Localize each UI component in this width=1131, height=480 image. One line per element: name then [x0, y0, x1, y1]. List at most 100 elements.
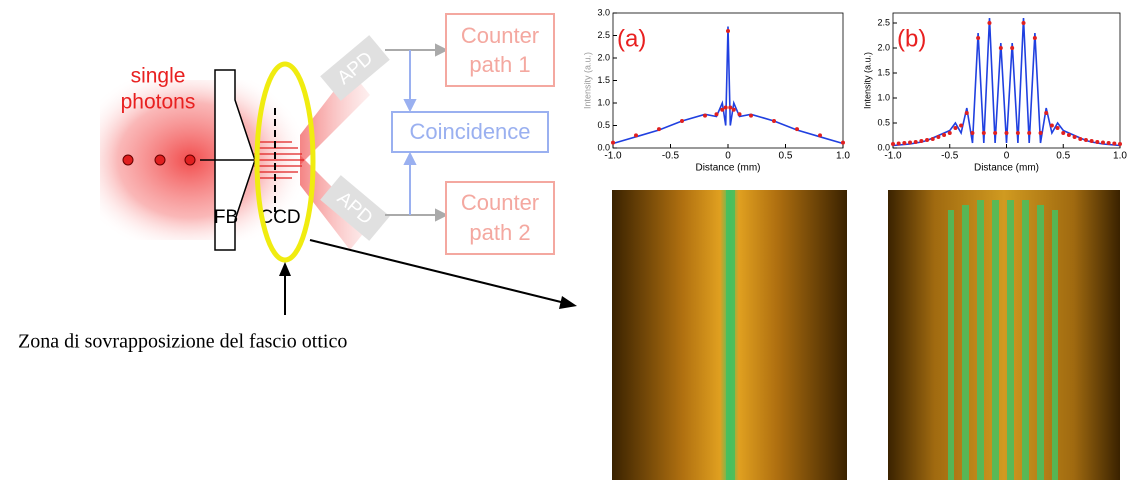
data-point	[942, 133, 947, 137]
coincidence-arrows	[403, 50, 417, 215]
data-point	[1061, 131, 1066, 135]
data-point	[1083, 138, 1088, 142]
y-tick-label: 0.0	[597, 142, 610, 152]
data-point	[611, 140, 615, 145]
photon	[184, 154, 196, 166]
y-tick-label: 0.0	[877, 142, 890, 152]
data-point	[1010, 46, 1015, 50]
data-point	[1015, 131, 1020, 135]
x-axis-label: Distance (mm)	[695, 163, 760, 174]
arrows	[385, 43, 449, 222]
counter-label: Counter	[461, 23, 539, 48]
y-tick-label: 0.5	[597, 120, 610, 130]
y-tick-label: 3.0	[597, 7, 610, 17]
counter-box	[445, 181, 555, 255]
data-point	[749, 113, 753, 118]
x-tick-label: 0	[1004, 151, 1010, 162]
fb-label: FB	[214, 207, 238, 228]
data-point	[987, 21, 992, 25]
x-tick-label: 0.5	[1056, 151, 1070, 162]
data-point	[1055, 126, 1060, 130]
data-point	[930, 137, 935, 141]
counter-label: path 1	[469, 52, 530, 77]
counter-label: path 2	[469, 220, 530, 245]
data-point	[1100, 140, 1105, 145]
x-axis-label: Distance (mm)	[974, 163, 1039, 174]
data-point	[714, 112, 719, 117]
y-tick-label: 2.0	[597, 52, 610, 62]
y-tick-label: 1.5	[877, 67, 890, 77]
data-point	[976, 36, 981, 40]
y-tick-label: 2.5	[877, 17, 890, 27]
counter-box	[445, 13, 555, 87]
data-point	[1032, 36, 1037, 40]
data-point	[737, 112, 742, 117]
data-point	[953, 126, 958, 130]
panel-label: (b)	[897, 25, 926, 52]
data-point	[908, 140, 913, 145]
coincidence-label: Coincidence	[409, 119, 530, 144]
data-point	[1027, 131, 1032, 135]
data-point	[1089, 139, 1094, 143]
data-point	[959, 123, 964, 128]
data-point	[723, 105, 728, 110]
pointer-arrowhead	[559, 296, 577, 309]
overlap-zone	[254, 61, 316, 263]
data-point	[1004, 131, 1009, 135]
y-tick-label: 1.0	[877, 92, 890, 102]
data-point	[998, 46, 1003, 50]
photon	[154, 154, 166, 166]
y-tick-label: 0.5	[877, 117, 890, 127]
data-point	[902, 141, 907, 145]
data-point	[680, 119, 684, 123]
data-point	[947, 131, 952, 135]
ccd-label: CCD	[259, 207, 300, 228]
data-point	[1078, 137, 1083, 141]
x-tick-label: 0	[725, 151, 731, 162]
data-point	[970, 131, 975, 135]
beam-cone	[300, 70, 370, 165]
source-label: photons	[121, 91, 196, 114]
data-point	[925, 138, 930, 142]
data-point	[1044, 111, 1049, 115]
data-point	[993, 131, 998, 135]
pointer-arrow	[309, 239, 566, 304]
x-tick-label: 1.0	[836, 151, 850, 162]
coincidence-box	[391, 111, 549, 153]
fit-line	[612, 26, 844, 145]
data-point	[1049, 123, 1054, 128]
data-point	[703, 113, 707, 118]
data-point	[1106, 141, 1111, 145]
data-point	[981, 131, 986, 135]
counter-label: Counter	[461, 190, 539, 215]
data-point	[936, 135, 941, 139]
y-axis-label: Intensity (a.u.)	[862, 52, 872, 109]
data-point	[913, 140, 918, 144]
data-point	[731, 107, 736, 112]
ccd-images	[612, 190, 1120, 480]
data-point	[841, 140, 845, 145]
data-point	[1112, 141, 1117, 146]
data-point	[1021, 21, 1026, 25]
data-point	[728, 105, 733, 110]
x-tick-label: -1.0	[884, 151, 902, 162]
data-point	[1038, 131, 1043, 135]
data-point	[634, 133, 638, 138]
data-point	[726, 29, 730, 33]
data-point	[1066, 133, 1071, 137]
data-point	[720, 107, 725, 112]
setup-diagram: single photons FB CCD APD APD	[18, 13, 577, 353]
pointer-arrowhead	[279, 262, 291, 276]
x-tick-label: 0.5	[779, 151, 793, 162]
x-tick-label: 1.0	[1113, 151, 1127, 162]
fit-line	[892, 17, 1121, 147]
y-tick-label: 1.5	[597, 75, 610, 85]
data-point	[1072, 135, 1077, 139]
ccd-image-b	[888, 190, 1120, 480]
y-tick-label: 2.0	[877, 42, 890, 52]
data-point	[1095, 140, 1100, 144]
panel-label: (a)	[617, 25, 646, 52]
y-tick-label: 1.0	[597, 97, 610, 107]
data-point	[896, 141, 901, 146]
